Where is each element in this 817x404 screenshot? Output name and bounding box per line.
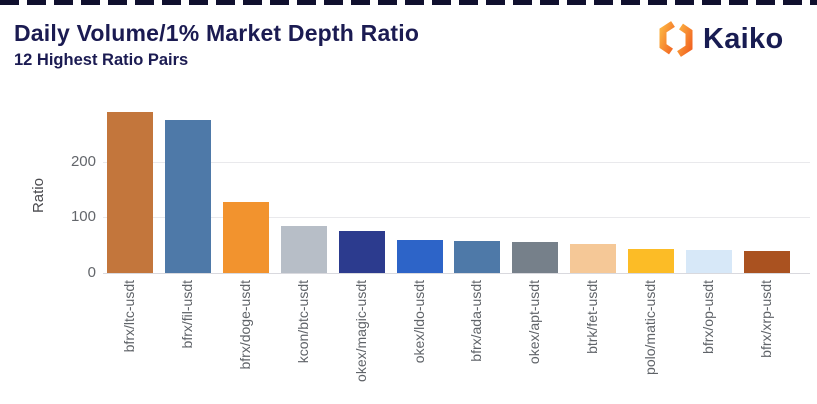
bar-bfrx/ltc-usdt [107,112,153,273]
bar-btrk/fet-usdt [570,243,617,273]
bar-okex/magic-usdt [338,231,385,273]
bar-bfrx/fil-usdt [164,120,211,273]
dashed-top-border [0,0,817,5]
kaiko-icon [656,19,696,59]
x-tick-label: okex/apt-usdt [526,280,543,365]
y-tick-label: 200 [70,152,96,170]
x-tick-label: bfrx/doge-usdt [236,280,253,370]
bar-bfrx/doge-usdt [222,201,269,273]
x-tick-label: kcon/btc-usdt [294,280,311,364]
gridline-100 [103,217,810,219]
x-axis-line [103,273,810,274]
gridline-200 [103,161,810,163]
y-axis-label: Ratio [30,178,47,214]
plot-area [103,97,810,274]
x-tick-label: polo/matic-usdt [642,280,659,375]
bar-kcon/btc-usdt [280,225,327,273]
x-tick-label: bfrx/ada-usdt [468,280,485,362]
bar-bfrx/xrp-usdt [743,250,790,273]
kaiko-logo: Kaiko [656,19,783,59]
bar-okex/ldo-usdt [396,239,443,273]
kaiko-brand-text: Kaiko [703,22,784,55]
bar-bfrx/ada-usdt [454,240,501,273]
x-tick-label: bfrx/fil-usdt [178,280,195,349]
y-tick-label: 0 [87,264,96,281]
x-tick-label: bfrx/ltc-usdt [121,280,137,353]
chart-subtitle: 12 Highest Ratio Pairs [14,51,189,69]
x-tick-label: bfrx/xrp-usdt [757,280,774,358]
x-tick-label: okex/ldo-usdt [410,280,427,364]
x-tick-label: okex/magic-usdt [352,280,369,382]
bar-okex/apt-usdt [512,242,559,273]
bar-bfrx/op-usdt [686,249,732,273]
x-tick-label: btrk/fet-usdt [584,280,601,354]
x-tick-label: bfrx/op-usdt [700,280,716,354]
chart-title: Daily Volume/1% Market Depth Ratio [14,20,420,46]
bar-polo/matic-usdt [628,248,675,273]
y-tick-label: 100 [70,208,96,226]
